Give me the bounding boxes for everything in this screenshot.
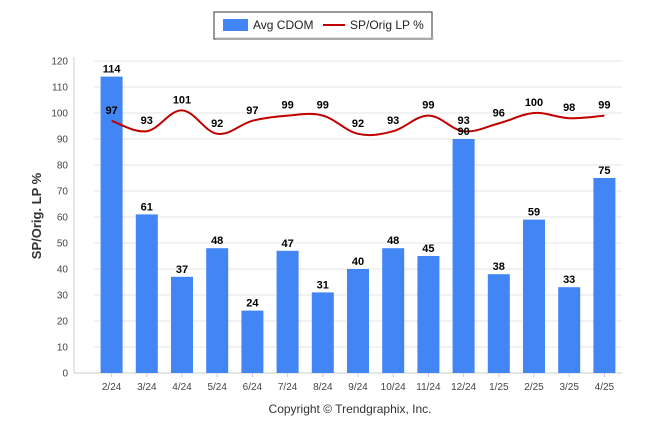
line-value-label-10/24: 93 [387, 115, 399, 127]
bar-value-label-6/24: 24 [246, 298, 259, 310]
legend: Avg CDOM SP/Orig LP % [213, 11, 434, 40]
y-tick-label-30: 30 [57, 291, 69, 302]
bar-10/24 [382, 248, 405, 373]
x-tick-label-2/24: 2/24 [102, 382, 122, 393]
x-tick-label-4/25: 4/25 [595, 382, 615, 393]
x-tick-label-6/24: 6/24 [243, 382, 263, 393]
line-value-label-2/25: 100 [525, 97, 543, 109]
y-tick-label-110: 110 [52, 83, 68, 94]
legend-label-avg-cdom: Avg CDOM [253, 18, 313, 32]
bar-11/24 [417, 256, 440, 373]
bar-12/24 [452, 139, 475, 373]
y-tick-label-10: 10 [57, 343, 69, 354]
line-value-label-1/25: 96 [493, 107, 505, 119]
y-tick-label-70: 70 [57, 187, 69, 198]
x-tick-label-9/24: 9/24 [348, 382, 368, 393]
line-value-label-3/24: 93 [141, 115, 153, 127]
bar-value-label-7/24: 47 [281, 238, 293, 250]
bar-4/24 [171, 276, 193, 373]
bar-value-label-4/24: 37 [176, 264, 188, 276]
bar-value-label-12/24: 90 [457, 126, 469, 138]
bar-value-label-2/25: 59 [528, 207, 540, 219]
bar-value-label-1/25: 38 [493, 261, 505, 273]
line-value-label-5/24: 92 [211, 118, 223, 130]
bar-8/24 [311, 292, 334, 373]
bar-4/25 [593, 178, 616, 373]
x-tick-label-7/24: 7/24 [278, 382, 298, 393]
bar-value-label-8/24: 31 [317, 279, 329, 291]
y-tick-label-50: 50 [57, 239, 69, 250]
line-value-label-9/24: 92 [352, 118, 364, 130]
y-tick-label-100: 100 [51, 109, 68, 120]
line-value-label-2/24: 97 [105, 105, 117, 117]
line-value-label-4/24: 101 [173, 94, 191, 106]
bar-2/24 [100, 76, 123, 373]
y-tick-label-80: 80 [57, 161, 69, 172]
x-tick-label-12/24: 12/24 [451, 382, 476, 393]
y-tick-label-90: 90 [57, 135, 69, 146]
copyright-footer: Copyright © Trendgraphix, Inc. [269, 402, 432, 416]
bar-value-label-9/24: 40 [352, 256, 364, 268]
bar-3/25 [558, 287, 581, 373]
line-value-label-12/24: 93 [457, 115, 469, 127]
bar-value-label-11/24: 45 [422, 243, 434, 255]
line-value-label-11/24: 99 [422, 100, 434, 112]
sp-orig-line [111, 109, 605, 137]
x-tick-label-8/24: 8/24 [313, 382, 333, 393]
x-tick-label-11/24: 11/24 [416, 382, 441, 393]
line-value-label-4/25: 99 [598, 100, 610, 112]
x-tick-label-3/24: 3/24 [137, 382, 157, 393]
y-axis-title: SP/Orig. LP % [29, 172, 44, 259]
x-tick-label-1/25: 1/25 [489, 382, 509, 393]
line-value-label-7/24: 99 [281, 100, 293, 112]
y-tick-label-40: 40 [57, 265, 69, 276]
x-tick-label-4/24: 4/24 [172, 382, 192, 393]
y-tick-label-60: 60 [57, 213, 69, 224]
bar-value-label-3/25: 33 [563, 274, 575, 286]
x-tick-label-2/25: 2/25 [524, 382, 544, 393]
bar-3/24 [135, 214, 158, 373]
line-value-label-3/25: 98 [563, 102, 575, 114]
bar-5/24 [206, 248, 229, 373]
bar-series [100, 76, 616, 373]
y-tick-label-20: 20 [57, 317, 69, 328]
y-tick-label-0: 0 [62, 369, 68, 380]
bar-value-label-4/25: 75 [598, 165, 610, 177]
bar-9/24 [347, 269, 369, 373]
x-tick-label-10/24: 10/24 [381, 382, 406, 393]
legend-shadow [216, 37, 434, 40]
bar-7/24 [276, 250, 299, 373]
bar-1/25 [487, 274, 510, 373]
x-tick-label-5/24: 5/24 [207, 382, 227, 393]
line-value-label-8/24: 99 [317, 100, 329, 112]
bar-value-label-10/24: 48 [387, 235, 399, 247]
bar-value-label-3/24: 61 [141, 201, 153, 213]
bar-value-label-2/24: 114 [103, 64, 122, 76]
line-value-label-6/24: 97 [246, 105, 258, 117]
line-series [111, 109, 605, 137]
bar-6/24 [241, 310, 264, 373]
y-tick-label-120: 120 [51, 57, 68, 68]
legend-label-sp-orig: SP/Orig LP % [350, 18, 424, 32]
legend-swatch-avg-cdom [223, 19, 248, 31]
data-labels: 114 61 37 48 24 47 31 40 48 45 90 38 59 33 75 97 93 101 92… [103, 64, 611, 310]
bar-2/25 [523, 219, 545, 373]
x-tick-label-3/25: 3/25 [559, 382, 579, 393]
bar-value-label-5/24: 48 [211, 235, 223, 247]
